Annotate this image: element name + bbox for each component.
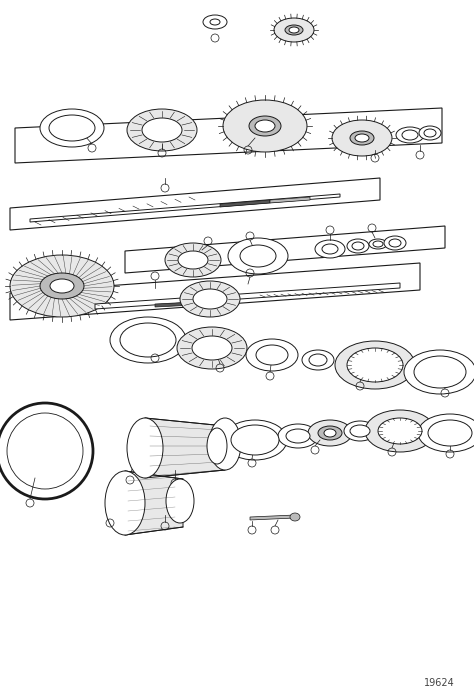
- Ellipse shape: [286, 429, 310, 443]
- Ellipse shape: [209, 418, 241, 470]
- Ellipse shape: [193, 289, 227, 309]
- Ellipse shape: [192, 336, 232, 360]
- Ellipse shape: [223, 100, 307, 152]
- Polygon shape: [270, 197, 310, 203]
- Ellipse shape: [223, 420, 287, 460]
- Ellipse shape: [289, 27, 299, 33]
- Ellipse shape: [309, 354, 327, 366]
- Ellipse shape: [404, 350, 474, 394]
- Ellipse shape: [324, 429, 336, 437]
- Ellipse shape: [228, 238, 288, 274]
- Ellipse shape: [178, 251, 208, 269]
- Ellipse shape: [49, 115, 95, 141]
- Ellipse shape: [347, 348, 403, 382]
- Ellipse shape: [352, 242, 364, 250]
- Polygon shape: [155, 302, 195, 307]
- Ellipse shape: [231, 425, 279, 455]
- Ellipse shape: [396, 127, 424, 143]
- Ellipse shape: [424, 129, 436, 137]
- Ellipse shape: [285, 25, 303, 35]
- Ellipse shape: [428, 420, 472, 446]
- Ellipse shape: [127, 109, 197, 151]
- Ellipse shape: [350, 425, 370, 437]
- Ellipse shape: [369, 239, 387, 249]
- Ellipse shape: [302, 350, 334, 370]
- Ellipse shape: [166, 479, 194, 523]
- Ellipse shape: [308, 420, 352, 446]
- Ellipse shape: [318, 426, 342, 440]
- Ellipse shape: [414, 356, 466, 388]
- Ellipse shape: [322, 244, 338, 254]
- Ellipse shape: [105, 471, 145, 535]
- Polygon shape: [30, 194, 340, 222]
- Ellipse shape: [240, 245, 276, 267]
- Ellipse shape: [389, 239, 401, 247]
- Polygon shape: [250, 515, 295, 520]
- Ellipse shape: [419, 126, 441, 140]
- Ellipse shape: [10, 255, 114, 317]
- Ellipse shape: [207, 428, 227, 464]
- Ellipse shape: [378, 418, 422, 444]
- Polygon shape: [145, 418, 225, 478]
- Ellipse shape: [256, 345, 288, 365]
- Ellipse shape: [177, 327, 247, 369]
- Ellipse shape: [365, 410, 435, 452]
- Ellipse shape: [165, 243, 221, 277]
- Ellipse shape: [255, 120, 275, 132]
- Ellipse shape: [40, 273, 84, 299]
- Ellipse shape: [350, 131, 374, 145]
- Ellipse shape: [402, 130, 418, 140]
- Polygon shape: [95, 283, 400, 309]
- Ellipse shape: [210, 19, 220, 25]
- Ellipse shape: [290, 513, 300, 521]
- Ellipse shape: [335, 341, 415, 389]
- Text: 19624: 19624: [424, 678, 455, 688]
- Ellipse shape: [40, 109, 104, 147]
- Ellipse shape: [120, 323, 176, 357]
- Ellipse shape: [127, 418, 163, 478]
- Ellipse shape: [315, 240, 345, 258]
- Ellipse shape: [384, 236, 406, 250]
- Ellipse shape: [344, 421, 376, 441]
- Ellipse shape: [278, 424, 318, 448]
- Polygon shape: [125, 471, 183, 535]
- Ellipse shape: [50, 279, 74, 293]
- Ellipse shape: [203, 15, 227, 29]
- Ellipse shape: [110, 317, 186, 363]
- Ellipse shape: [249, 116, 281, 136]
- Ellipse shape: [347, 239, 369, 253]
- Ellipse shape: [373, 241, 383, 247]
- Ellipse shape: [332, 120, 392, 156]
- Polygon shape: [220, 200, 270, 207]
- Ellipse shape: [246, 339, 298, 371]
- Ellipse shape: [418, 414, 474, 452]
- Ellipse shape: [355, 134, 369, 142]
- Ellipse shape: [142, 118, 182, 142]
- Ellipse shape: [274, 18, 314, 42]
- Ellipse shape: [180, 281, 240, 317]
